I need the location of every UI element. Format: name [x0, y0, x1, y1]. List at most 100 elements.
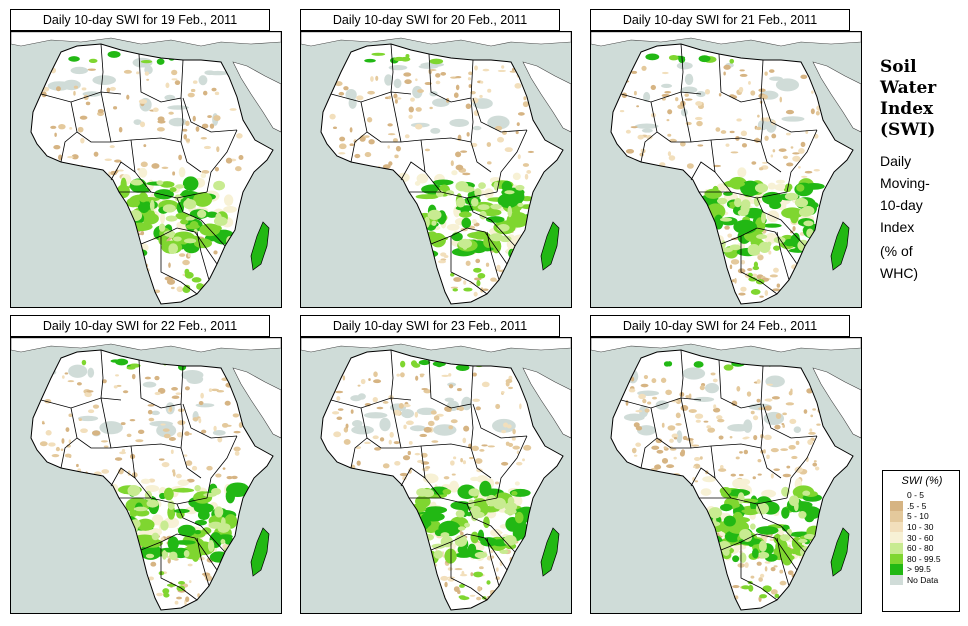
- legend-item: 0 - 5: [890, 490, 954, 501]
- dry-soil-speck: [512, 428, 516, 435]
- dry-soil-speck: [669, 438, 674, 443]
- humid-soil-patch: [158, 223, 166, 232]
- wet-soil-patch: [796, 184, 805, 192]
- dry-soil-speck: [688, 409, 697, 413]
- country-border: [756, 503, 806, 553]
- dry-soil-speck: [140, 231, 145, 236]
- dry-soil-speck: [339, 136, 346, 142]
- swi-map[interactable]: [10, 31, 282, 308]
- dry-soil-speck: [790, 146, 794, 149]
- dry-soil-speck: [373, 379, 382, 384]
- country-border: [400, 161, 426, 181]
- swi-map[interactable]: [300, 337, 572, 614]
- dry-soil-speck: [454, 568, 463, 571]
- map-panel-21-feb: Daily 10-day SWI for 21 Feb., 2011: [590, 9, 866, 309]
- dry-soil-speck: [451, 473, 456, 476]
- country-border: [690, 161, 716, 181]
- dry-soil-speck: [769, 274, 778, 278]
- no-data-patch: [212, 430, 226, 436]
- dry-soil-speck: [187, 252, 191, 258]
- dry-soil-speck: [667, 133, 672, 137]
- country-border: [110, 161, 136, 181]
- dry-soil-speck: [139, 121, 146, 128]
- dry-soil-speck: [388, 161, 393, 166]
- dry-soil-speck: [815, 111, 820, 116]
- dry-soil-speck: [735, 456, 740, 460]
- dry-soil-speck: [48, 442, 56, 447]
- dry-soil-speck: [770, 589, 778, 595]
- dry-soil-speck: [460, 150, 468, 153]
- country-border: [786, 129, 818, 193]
- no-data-patch: [409, 425, 426, 432]
- no-data-patch: [167, 105, 189, 110]
- country-border: [110, 467, 136, 487]
- humid-soil-patch: [779, 534, 791, 542]
- legend-item: 5 - 10: [890, 511, 954, 522]
- coastal-wet-spot: [140, 59, 153, 64]
- dry-soil-speck: [686, 163, 694, 169]
- dry-soil-speck: [506, 424, 512, 429]
- dry-soil-speck: [743, 449, 749, 455]
- dry-soil-speck: [730, 473, 736, 477]
- dry-soil-speck: [182, 128, 188, 132]
- dry-soil-speck: [508, 386, 513, 390]
- country-border: [428, 53, 474, 103]
- dry-soil-speck: [718, 435, 724, 440]
- dry-soil-speck: [167, 557, 171, 564]
- arabia-landmass: [812, 61, 861, 133]
- country-border: [486, 537, 500, 587]
- dry-soil-speck: [144, 376, 152, 380]
- wet-soil-patch: [173, 508, 190, 514]
- dry-soil-speck: [651, 445, 660, 450]
- dry-soil-speck: [176, 431, 184, 438]
- dry-soil-speck: [519, 403, 522, 410]
- humid-soil-patch: [756, 234, 768, 240]
- country-border: [196, 537, 210, 587]
- dry-soil-speck: [480, 80, 484, 84]
- dry-soil-speck: [232, 413, 240, 418]
- dry-soil-speck: [68, 413, 73, 418]
- dry-soil-speck: [225, 157, 233, 164]
- humid-soil-patch: [146, 499, 159, 508]
- humid-soil-patch: [497, 223, 510, 232]
- dry-soil-speck: [119, 451, 127, 455]
- dry-soil-speck: [680, 100, 686, 107]
- country-border: [496, 129, 528, 193]
- map-panel-19-feb: Daily 10-day SWI for 19 Feb., 2011: [10, 9, 286, 309]
- dry-soil-speck: [791, 455, 798, 460]
- humid-soil-patch: [490, 203, 502, 210]
- swi-map[interactable]: [10, 337, 282, 614]
- dry-soil-speck: [695, 101, 703, 106]
- no-data-patch: [384, 74, 393, 86]
- swi-map[interactable]: [590, 31, 862, 308]
- swi-map[interactable]: [590, 337, 862, 614]
- dry-soil-speck: [143, 144, 147, 148]
- dry-soil-speck: [764, 561, 771, 564]
- dry-soil-speck: [394, 154, 399, 159]
- dry-soil-speck: [233, 446, 241, 452]
- swi-map[interactable]: [300, 31, 572, 308]
- dry-soil-speck: [497, 136, 505, 143]
- index-subtitle: Daily Moving- 10-day Index: [880, 150, 966, 238]
- dry-soil-speck: [213, 250, 218, 255]
- legend-item: 10 - 30: [890, 521, 954, 533]
- wet-soil-patch: [514, 511, 524, 524]
- dry-soil-speck: [730, 151, 739, 154]
- dry-soil-speck: [477, 585, 482, 592]
- dry-soil-speck: [64, 453, 72, 458]
- dry-soil-speck: [453, 92, 459, 98]
- country-border: [776, 231, 790, 281]
- dry-soil-speck: [675, 422, 682, 426]
- country-border: [390, 43, 402, 143]
- humid-soil-patch: [716, 197, 728, 205]
- wet-soil-spot: [191, 277, 202, 283]
- humid-soil-patch: [798, 538, 808, 544]
- wet-soil-spot: [459, 596, 470, 601]
- dry-soil-speck: [216, 146, 220, 153]
- dry-soil-speck: [61, 375, 65, 379]
- wet-soil-patch: [723, 191, 733, 196]
- dry-soil-speck: [516, 122, 520, 127]
- dry-soil-speck: [408, 106, 414, 113]
- dry-soil-speck: [235, 166, 242, 172]
- dry-soil-speck: [364, 152, 372, 158]
